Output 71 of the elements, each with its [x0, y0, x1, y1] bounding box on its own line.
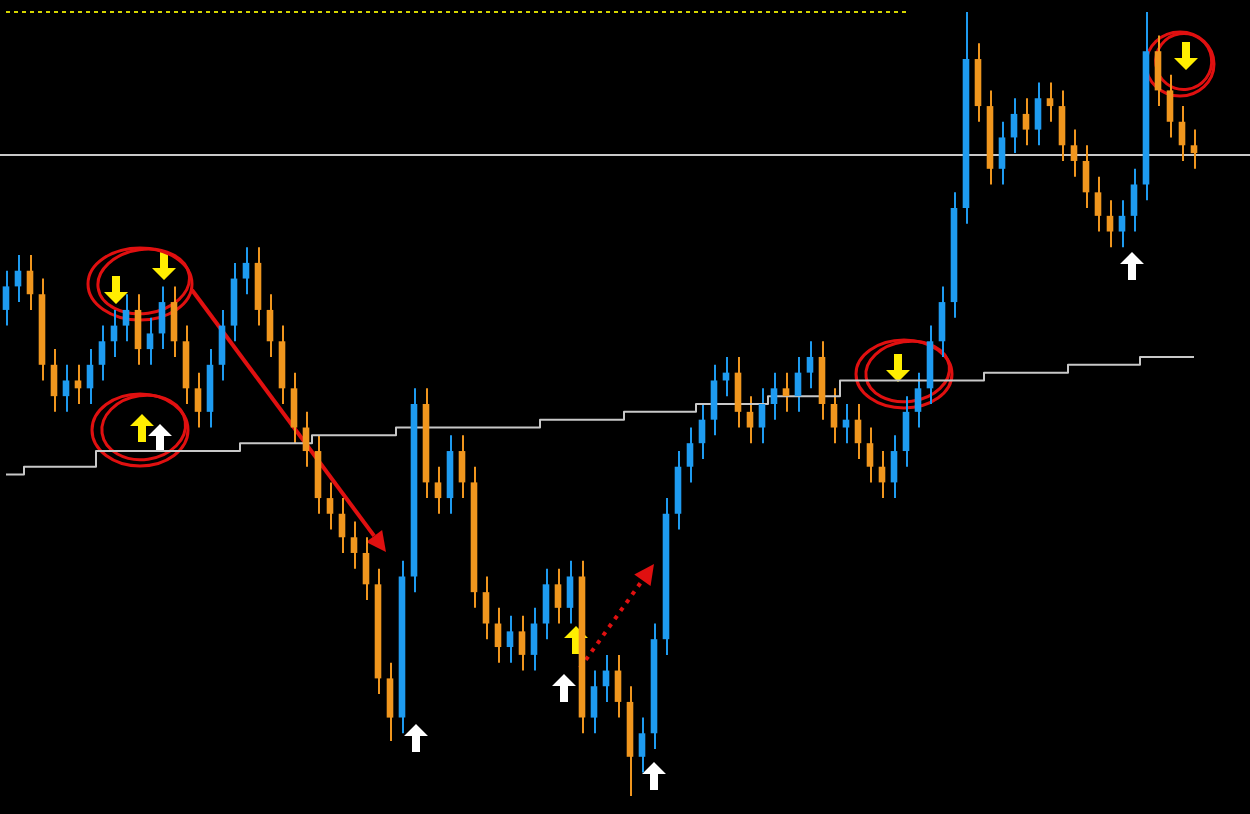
candlestick	[434, 465, 442, 515]
candlestick	[194, 371, 202, 429]
candlestick	[1094, 175, 1102, 233]
candlestick	[938, 285, 946, 358]
candlestick	[158, 285, 166, 351]
candlestick	[266, 293, 274, 358]
candlestick	[290, 371, 298, 445]
candlestick	[746, 395, 754, 445]
candlestick	[146, 316, 154, 366]
candlestick	[998, 120, 1006, 186]
candlestick	[638, 716, 646, 774]
candlestick	[674, 450, 682, 531]
candlestick	[614, 653, 622, 719]
candlestick	[1130, 167, 1138, 233]
candlestick	[242, 246, 250, 296]
candlestick	[866, 426, 874, 484]
candlestick	[134, 293, 142, 366]
candlestick	[170, 285, 178, 358]
candlestick	[530, 606, 538, 672]
candlestick	[914, 371, 922, 429]
candlestick	[458, 434, 466, 500]
candlestick	[182, 324, 190, 405]
candlestick	[902, 395, 910, 468]
candlestick	[770, 371, 778, 421]
candlestick	[362, 536, 370, 601]
candlestick	[542, 567, 550, 641]
candlestick	[758, 387, 766, 445]
candlestick	[326, 481, 334, 531]
candlestick	[122, 293, 130, 343]
candlestick	[1166, 73, 1174, 139]
candlestick	[1190, 128, 1198, 170]
candlestick	[890, 434, 898, 500]
candlestick	[710, 363, 718, 437]
candlestick	[554, 567, 562, 625]
candlestick	[230, 261, 238, 343]
candlestick	[1154, 34, 1162, 108]
candlestick	[1106, 199, 1114, 249]
candlestick	[1082, 144, 1090, 209]
candlestick	[2, 269, 10, 327]
candlestick	[1022, 97, 1030, 147]
candlestick	[278, 324, 286, 405]
candlestick	[254, 246, 262, 327]
candlestick	[818, 340, 826, 421]
candlestick	[62, 363, 70, 413]
candlestick	[314, 434, 322, 515]
candlestick	[446, 434, 454, 515]
candlestick	[218, 308, 226, 382]
candlestick	[734, 355, 742, 429]
candlestick	[806, 340, 814, 390]
candlestick	[482, 575, 490, 641]
candlestick	[1118, 199, 1126, 249]
candlestick	[74, 363, 82, 405]
candlestick	[350, 520, 358, 570]
candlestick	[1046, 81, 1054, 123]
candlestick	[506, 614, 514, 664]
candlestick	[974, 42, 982, 123]
candlestick	[566, 559, 574, 625]
candlestick	[518, 614, 526, 672]
candlestick	[50, 348, 58, 413]
candlestick	[686, 426, 694, 484]
candlestick	[1058, 89, 1066, 162]
candlestick	[590, 669, 598, 735]
candlestick	[1070, 128, 1078, 178]
candlestick	[386, 661, 394, 743]
candlestick	[926, 324, 934, 405]
candlestick	[206, 348, 214, 429]
candlestick	[1034, 81, 1042, 147]
candlestick	[830, 387, 838, 445]
candlestick	[98, 324, 106, 382]
candlestick	[842, 403, 850, 445]
candlestick	[782, 371, 790, 413]
